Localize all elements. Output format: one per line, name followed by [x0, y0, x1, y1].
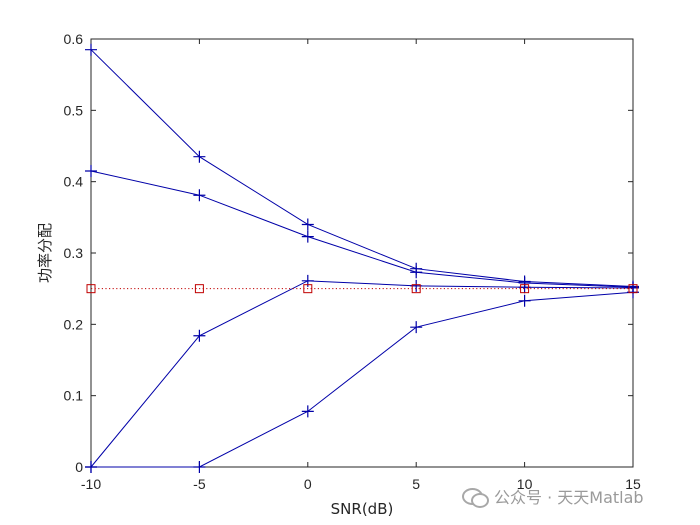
y-tick-label: 0.1	[64, 388, 84, 404]
series-layer	[85, 43, 639, 473]
series-line-2	[90, 170, 634, 288]
y-axis-title: 功率分配	[36, 223, 54, 283]
x-tick-label: 5	[412, 476, 420, 492]
data-point-square	[194, 284, 204, 294]
watermark-text: 公众号 · 天天Matlab	[494, 488, 644, 507]
x-tick-label: 0	[304, 476, 312, 492]
y-tick-label: 0.4	[64, 174, 84, 190]
series-line-3	[90, 280, 634, 468]
data-point-plus	[410, 266, 423, 279]
x-tick-label: -5	[193, 476, 206, 492]
plot-area	[90, 38, 634, 468]
data-point-plus	[301, 230, 314, 243]
y-tick-label: 0	[75, 459, 83, 475]
data-point-square	[628, 284, 638, 294]
x-tick-label: 10	[517, 476, 533, 492]
data-point-plus	[193, 189, 206, 202]
data-point-square	[411, 284, 421, 294]
data-point-plus	[410, 321, 423, 334]
data-point-plus	[193, 150, 206, 163]
y-tick-label: 0.5	[64, 102, 84, 118]
data-point-plus	[301, 405, 314, 418]
wechat-icon	[462, 486, 489, 508]
series-line-1	[90, 49, 634, 288]
x-tick-label: -10	[81, 476, 101, 492]
series-line-4	[91, 291, 634, 468]
x-tick-label: 15	[625, 476, 641, 492]
y-tick-label: 0.2	[64, 316, 84, 332]
data-point-square	[86, 284, 96, 294]
data-point-plus	[193, 329, 206, 342]
y-tick-label: 0.3	[64, 245, 84, 261]
axis-ticks: -10 -5 0 5 10 15 0 0.1 0.2 0.3 0.4 0.5 0.6	[64, 31, 641, 492]
data-point-plus	[85, 164, 97, 177]
x-axis-title: SNR(dB)	[331, 500, 394, 518]
data-point-plus	[85, 43, 97, 56]
data-point-plus	[85, 461, 97, 473]
data-point-square	[303, 284, 313, 294]
data-point-plus	[193, 461, 206, 473]
data-point-square	[520, 284, 530, 294]
y-tick-label: 0.6	[64, 31, 84, 47]
data-point-plus	[518, 294, 531, 307]
data-point-plus	[301, 218, 314, 231]
watermark: 公众号 · 天天Matlab	[462, 484, 644, 508]
